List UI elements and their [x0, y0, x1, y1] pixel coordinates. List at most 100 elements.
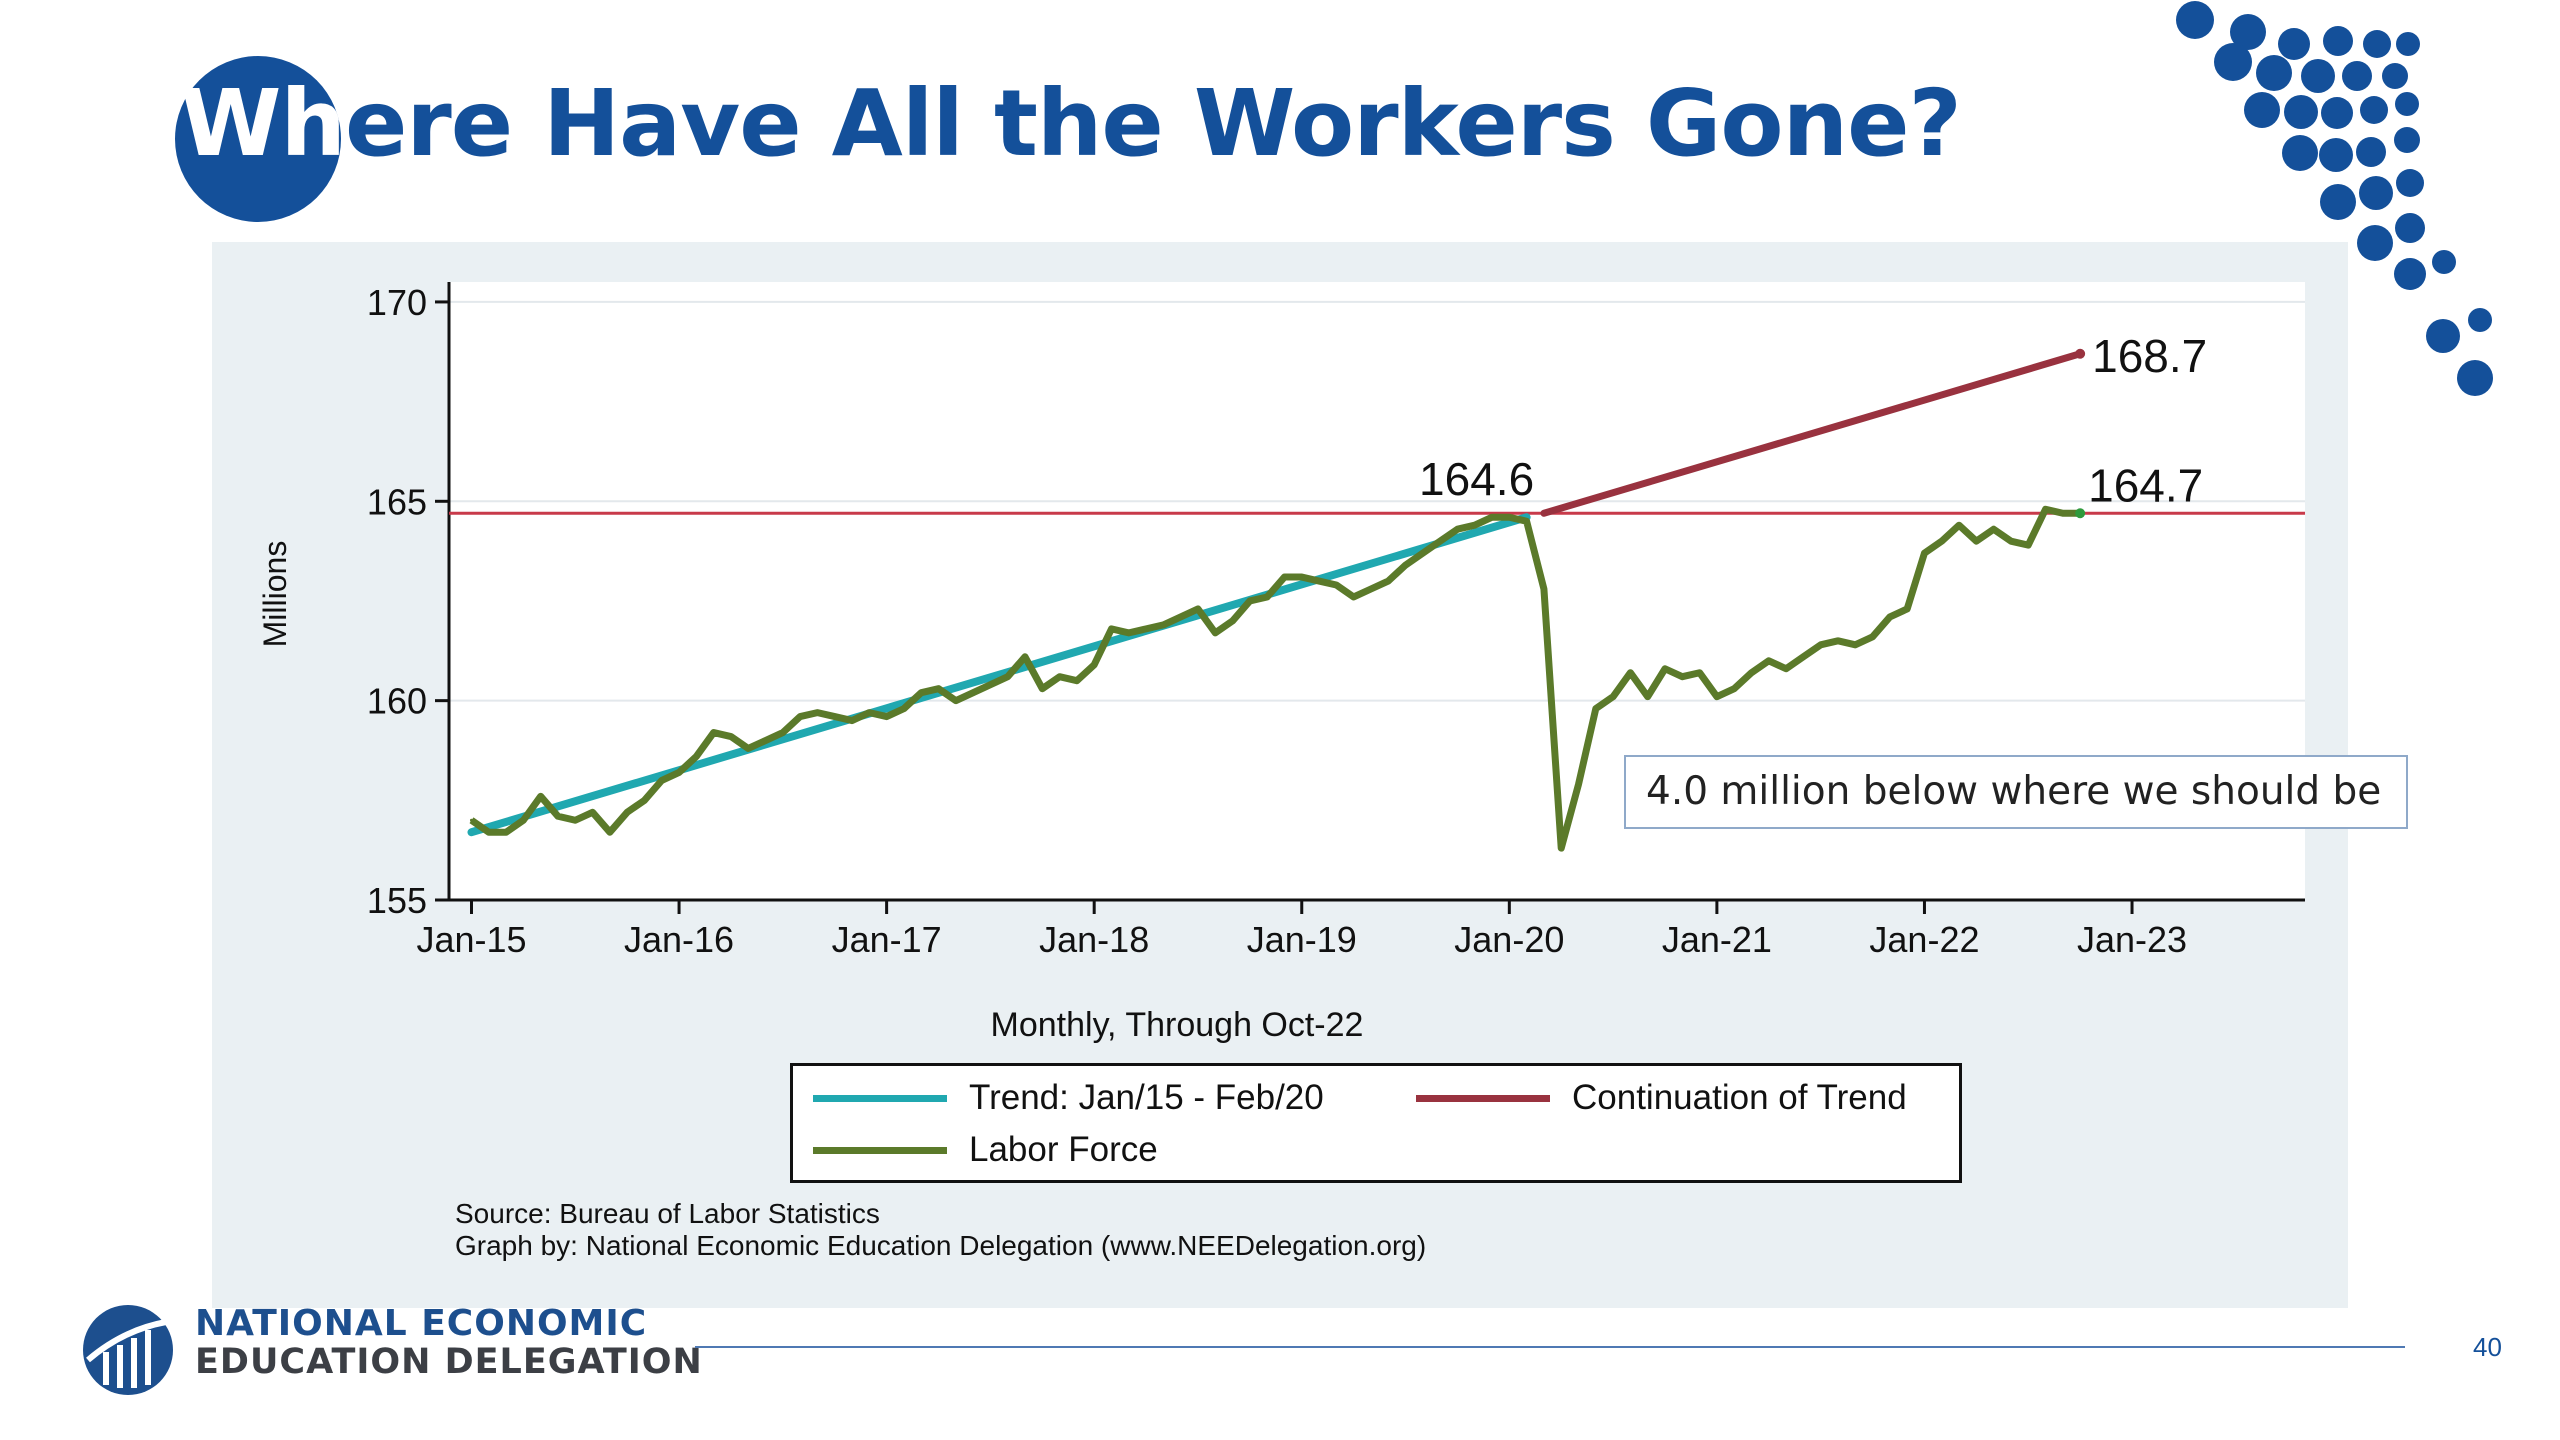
value-annotation: 164.6	[1419, 453, 1534, 505]
labor-force-point	[1749, 671, 1753, 675]
labor-force-point	[1853, 643, 1857, 647]
source-line: Source: Bureau of Labor Statistics	[455, 1198, 880, 1229]
labor-force-point	[1784, 667, 1788, 671]
legend-item-labor-force: Labor Force	[813, 1130, 1158, 1170]
labor-force-point	[1040, 687, 1044, 691]
series-trend-line	[467, 513, 1531, 837]
labor-force-point	[1646, 695, 1650, 699]
value-annotation: 164.7	[2088, 459, 2203, 511]
labor-force-point	[625, 810, 629, 814]
labor-force-point	[988, 683, 992, 687]
labor-force-point	[798, 715, 802, 719]
labor-force-point	[677, 770, 681, 774]
labor-force-point	[1542, 587, 1546, 591]
x-tick-label: Jan-16	[624, 919, 734, 960]
labor-force-point	[1594, 707, 1598, 711]
labor-force-point	[1144, 627, 1148, 631]
labor-force-point	[556, 814, 560, 818]
labor-force-point	[1888, 615, 1892, 619]
title-rest: ere Have All the Workers Gone?	[344, 70, 1962, 177]
labor-force-point	[1023, 655, 1027, 659]
labor-force-point	[573, 818, 577, 822]
labor-force-point	[815, 711, 819, 715]
labor-force-point	[1871, 635, 1875, 639]
labor-force-point	[487, 830, 491, 834]
labor-force-point	[1109, 627, 1113, 631]
labor-force-point	[937, 687, 941, 691]
title-first-letters: Wh	[180, 70, 346, 177]
title-circle-logo	[175, 56, 341, 222]
labor-force-point	[1404, 563, 1408, 567]
y-tick-label: 170	[367, 282, 427, 323]
labor-force-point	[1058, 675, 1062, 679]
x-tick-label: Jan-23	[2077, 919, 2187, 960]
org-logo-icon	[83, 1305, 173, 1395]
labor-force-point	[1698, 671, 1702, 675]
x-tick-label: Jan-18	[1039, 919, 1149, 960]
labor-force-point	[521, 818, 525, 822]
decorative-dots	[2176, 1, 2493, 396]
x-tick-label: Jan-22	[1869, 919, 1979, 960]
labor-force-point	[919, 691, 923, 695]
labor-force-point	[2061, 511, 2065, 515]
labor-force-point	[1282, 575, 1286, 579]
labor-force-point	[1369, 587, 1373, 591]
labor-force-point	[885, 715, 889, 719]
gap-callout-box: 4.0 million below where we should be	[1624, 755, 2408, 829]
labor-force-point	[504, 830, 508, 834]
legend-label-trend: Trend: Jan/15 - Feb/20	[969, 1078, 1324, 1117]
y-axis-label: Millions	[257, 541, 293, 648]
labor-force-point	[539, 794, 543, 798]
legend-label-labor-force: Labor Force	[969, 1130, 1158, 1169]
labor-force-point	[642, 798, 646, 802]
org-name-line2: EDUCATION DELEGATION	[195, 1342, 703, 1382]
labor-force-point	[1334, 583, 1338, 587]
labor-force-point	[1957, 523, 1961, 527]
labor-force-point	[1974, 539, 1978, 543]
labor-force-point	[1248, 599, 1252, 603]
page-number: 40	[2473, 1332, 2502, 1362]
labor-force-point	[1940, 539, 1944, 543]
labor-force-point	[591, 810, 595, 814]
labor-force-point	[1819, 643, 1823, 647]
graph-credit-line: Graph by: National Economic Education De…	[455, 1230, 1427, 1261]
labor-force-point	[1992, 527, 1996, 531]
labor-force-point	[1075, 679, 1079, 683]
labor-force-point	[1663, 667, 1667, 671]
labor-force-point	[1801, 655, 1805, 659]
org-name: NATIONAL ECONOMIC EDUCATION DELEGATION	[195, 1305, 703, 1382]
labor-force-point	[850, 719, 854, 723]
labor-force-point	[1231, 619, 1235, 623]
legend-swatch-continuation	[1416, 1094, 1550, 1102]
labor-force-point	[1490, 515, 1494, 519]
labor-force-point	[1006, 675, 1010, 679]
labor-force-point	[1611, 695, 1615, 699]
labor-force-point	[2026, 543, 2030, 547]
chart-source: Source: Bureau of Labor Statistics Graph…	[455, 1198, 1426, 1262]
labor-force-point	[1836, 639, 1840, 643]
labor-force-point	[660, 778, 664, 782]
labor-force-point	[867, 711, 871, 715]
labor-force-point	[1352, 595, 1356, 599]
page-title: Where Have All the Workers Gone?	[180, 70, 1962, 177]
continuation-end-point	[2075, 348, 2086, 359]
labor-force-point	[1732, 687, 1736, 691]
labor-force-point	[1161, 623, 1165, 627]
footer-divider	[695, 1346, 2405, 1348]
labor-force-point	[712, 731, 716, 735]
series-labor-force-line	[469, 505, 2081, 852]
labor-force-point	[1525, 519, 1529, 523]
y-tick-label: 165	[367, 481, 427, 522]
labor-force-point	[1628, 671, 1632, 675]
labor-force-point	[1421, 551, 1425, 555]
labor-force-point	[1905, 607, 1909, 611]
labor-force-point	[1213, 631, 1217, 635]
chart-legend: Trend: Jan/15 - Feb/20 Continuation of T…	[790, 1063, 1962, 1183]
labor-force-point	[729, 735, 733, 739]
labor-force-point	[1317, 579, 1321, 583]
y-tick-label: 160	[367, 681, 427, 722]
labor-force-point	[2009, 539, 2013, 543]
labor-force-point	[1438, 539, 1442, 543]
value-annotation: 168.7	[2092, 330, 2207, 382]
labor-force-point	[1300, 575, 1304, 579]
